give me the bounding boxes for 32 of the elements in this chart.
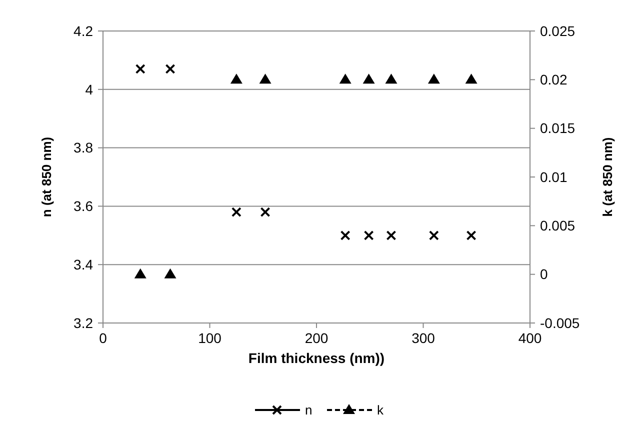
y-tick-label: 3.6	[74, 198, 94, 214]
legend-label: n	[305, 402, 312, 418]
point	[364, 230, 374, 240]
legend-label: k	[377, 402, 384, 418]
x-tick-label: 300	[412, 330, 436, 346]
x-tick-label: 200	[304, 330, 328, 346]
x-axis-title: Film thickness (nm))	[248, 350, 385, 366]
point	[260, 207, 270, 218]
y-axis-title: n (at 850 nm)	[39, 136, 54, 218]
point	[231, 207, 242, 218]
y2-tick-label: 0.02	[540, 72, 568, 88]
y2-tick-label: 0.005	[540, 218, 576, 234]
y-tick-label: 3.8	[74, 140, 94, 156]
y2-tick-label: 0	[540, 266, 548, 282]
y-tick-label: 4	[85, 81, 94, 98]
y-tick-label: 3.2	[74, 314, 94, 331]
point	[386, 230, 396, 240]
x-tick-label: 0	[99, 330, 108, 346]
x-tick-label: 100	[198, 330, 222, 346]
y-tick-label: 4.2	[74, 22, 94, 39]
y2-tick-label: 0.015	[540, 120, 576, 136]
point	[165, 64, 176, 74]
y2-axis-title: k (at 850 nm)	[600, 137, 615, 217]
point	[135, 64, 146, 74]
point	[340, 230, 350, 240]
y2-tick-label: 0.01	[540, 168, 568, 185]
y2-tick-label: -0.005	[540, 314, 580, 331]
point	[466, 230, 476, 240]
point	[428, 230, 439, 240]
y-tick-label: 3.4	[74, 256, 94, 272]
y2-tick-label: 0.025	[540, 22, 576, 39]
x-tick-label: 400	[518, 330, 542, 346]
